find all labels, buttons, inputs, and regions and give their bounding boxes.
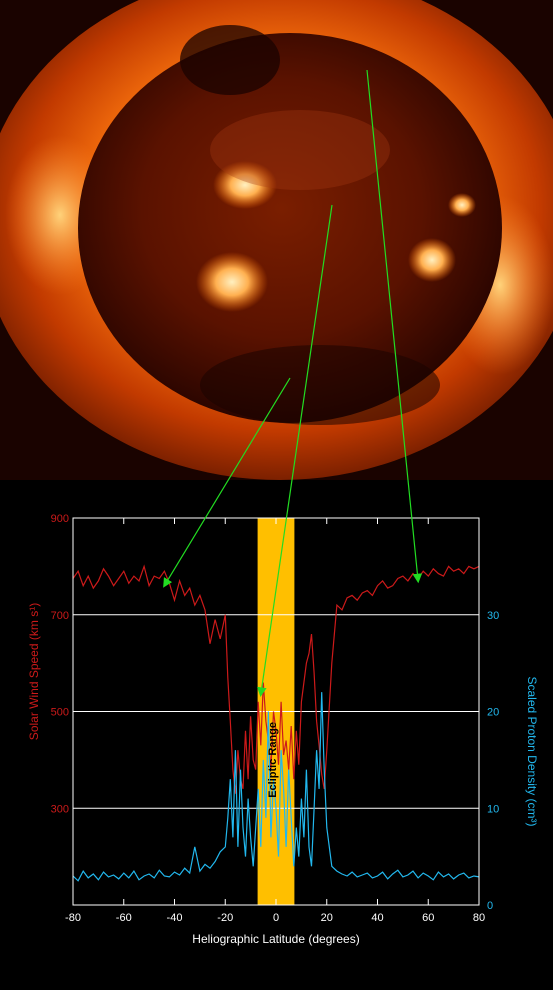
- sun-xray-image: [0, 0, 553, 480]
- x-tick-label: -20: [217, 912, 233, 924]
- active-region-3: [408, 238, 456, 282]
- solar-wind-chart: -80 -60 -40 -20 0 20 40 60 80 300 500 700 900 0 10 20 30…: [0, 480, 553, 985]
- sun-image-svg: [0, 0, 553, 480]
- y-axis-left-label: Solar Wind Speed (km s¹): [27, 603, 41, 740]
- north-coronal-hole: [180, 25, 280, 95]
- x-tick-label: 40: [371, 912, 383, 924]
- chart-svg: -80 -60 -40 -20 0 20 40 60 80 300 500 700 900 0 10 20 30…: [0, 480, 553, 985]
- active-region-2: [196, 252, 268, 312]
- x-tick-label: -80: [65, 912, 81, 924]
- x-tick-label: 20: [321, 912, 333, 924]
- y-right-tick-label: 10: [487, 803, 499, 815]
- ecliptic-range-label: Ecliptic Range: [267, 722, 279, 798]
- x-tick-label: 80: [473, 912, 485, 924]
- x-tick-label: 60: [422, 912, 434, 924]
- active-region-1: [213, 161, 277, 209]
- x-tick-label: -60: [116, 912, 132, 924]
- active-region-4: [448, 193, 476, 217]
- y-right-tick-label: 0: [487, 900, 493, 912]
- y-right-tick-label: 30: [487, 610, 499, 622]
- x-axis-label: Heliographic Latitude (degrees): [192, 932, 359, 946]
- south-coronal-hole: [200, 345, 440, 425]
- y-left-tick-label: 900: [51, 513, 69, 525]
- y-right-tick-label: 20: [487, 707, 499, 719]
- loop-structures: [210, 110, 390, 190]
- x-tick-label: 0: [273, 912, 279, 924]
- y-left-tick-label: 500: [51, 707, 69, 719]
- density-series-line: [72, 692, 480, 882]
- x-tick-label: -40: [167, 912, 183, 924]
- y-left-tick-label: 700: [51, 610, 69, 622]
- y-axis-right-label: Scaled Proton Density (cm³): [525, 676, 539, 826]
- speed-series-line: [72, 564, 480, 794]
- y-left-tick-label: 300: [51, 803, 69, 815]
